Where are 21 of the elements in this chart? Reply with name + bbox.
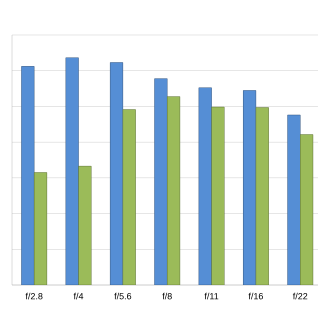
bar bbox=[300, 134, 314, 285]
bar bbox=[211, 106, 225, 285]
bar bbox=[256, 107, 269, 285]
bar bbox=[122, 109, 136, 285]
bar bbox=[78, 166, 92, 285]
x-tick-label: f/11 bbox=[204, 292, 218, 300]
x-tick-label: f/4 bbox=[74, 292, 84, 300]
x-tick-label: f/5.6 bbox=[114, 292, 132, 300]
bar bbox=[66, 57, 79, 285]
bar bbox=[198, 87, 212, 285]
bar bbox=[242, 90, 256, 285]
bar bbox=[166, 96, 180, 285]
bar bbox=[287, 114, 301, 285]
bar bbox=[34, 172, 48, 285]
bar bbox=[21, 66, 34, 285]
bar bbox=[110, 62, 124, 285]
x-tick-label: f/22 bbox=[292, 292, 308, 300]
x-tick-label: f/16 bbox=[248, 292, 263, 300]
x-tick-label: f/2.8 bbox=[26, 292, 43, 300]
x-tick-label: f/8 bbox=[162, 292, 172, 300]
bar bbox=[154, 78, 168, 285]
